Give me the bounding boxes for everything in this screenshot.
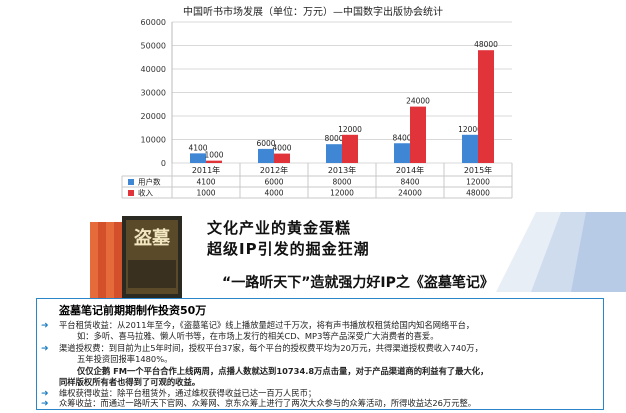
data-label: 4000	[272, 144, 291, 153]
legend-swatch	[128, 179, 134, 185]
table-cell: 4100	[196, 178, 215, 187]
headline-tertiary: “一路听天下”造就强力好IP之《盗墓笔记》	[222, 275, 494, 291]
info-title: 盗墓笔记前期期制作投资50万	[59, 304, 207, 317]
headline-primary: 文化产业的黄金蛋糕	[207, 219, 352, 237]
data-label: 1000	[204, 151, 223, 160]
bar-revenue	[342, 134, 358, 163]
data-label: 4100	[188, 143, 207, 152]
arrow-icon: ➜	[41, 344, 49, 354]
info-line-5: 仅仅企鹅 FM一个平台合作上线两周，点播人数就达到10734.8万点击量，对于产…	[77, 366, 489, 376]
table-cell: 6000	[264, 178, 283, 187]
data-label: 6000	[256, 139, 275, 148]
bar-users	[190, 153, 206, 163]
y-tick-label: 60000	[141, 18, 166, 27]
y-tick-label: 20000	[141, 112, 166, 121]
x-tick-label: 2014年	[396, 165, 424, 175]
bar-chart: 0100002000030000400005000060000410010002…	[121, 18, 513, 199]
bar-revenue	[478, 50, 494, 164]
bar-users	[258, 148, 274, 163]
table-cell: 12000	[466, 178, 490, 187]
y-tick-label: 0	[161, 159, 166, 168]
table-cell: 48000	[466, 189, 490, 198]
bar-users	[462, 134, 478, 163]
info-line-7: 维权获得收益：除平台租赁外，通过维权获得收益已达一百万人民币；	[59, 388, 317, 398]
book-cover-title: 盗墓	[134, 227, 171, 249]
info-line-2: 如：多听、喜马拉雅、懒人听书等，在市场上发行的相关CD、MP3等产品深受广大消费…	[77, 331, 439, 341]
bar-users	[326, 144, 342, 163]
info-line-8: 众筹收益：而通过一路听天下官网、众筹网、京东众筹上进行了两次大众参与的众筹活动，…	[59, 398, 477, 408]
info-line-3: 渠道授权费：到目前为止5年时间，授权平台37家，每个平台的授权费平均为20万元，…	[59, 343, 483, 353]
chart-area: 中国听书市场发展（单位：万元）—中国数字出版协会统计 0 10000 20000 30…	[0, 0, 626, 200]
table-cell: 8400	[400, 178, 419, 187]
legend-label: 用户数	[138, 177, 161, 187]
info-panel: 盗墓笔记前期期制作投资50万 ➜ 平台租赁收益：从2011年至今，《盗墓笔记》线…	[36, 298, 604, 410]
data-label: 12000	[458, 125, 482, 134]
x-tick-label: 2011年	[192, 165, 220, 175]
legend-label: 收入	[138, 188, 153, 198]
data-label: 48000	[474, 40, 498, 49]
data-label: 8400	[392, 133, 411, 142]
bar-revenue	[274, 153, 290, 163]
chart-title: 中国听书市场发展（单位：万元）—中国数字出版协会统计	[183, 7, 443, 18]
legend-swatch	[128, 190, 134, 196]
y-tick-label: 50000	[141, 42, 166, 51]
info-line-4: 五年投资回报率1480%。	[77, 354, 173, 364]
table-cell: 24000	[398, 189, 422, 198]
y-tick-label: 30000	[141, 89, 166, 98]
arrow-icon: ➜	[41, 389, 49, 399]
table-cell: 1000	[196, 189, 215, 198]
table-cell: 12000	[330, 189, 354, 198]
table-cell: 8000	[332, 178, 351, 187]
data-label: 24000	[406, 97, 430, 106]
book-set-image: 盗墓	[90, 216, 182, 298]
arrow-icon: ➜	[41, 321, 49, 331]
data-label: 8000	[324, 134, 343, 143]
data-label: 12000	[338, 125, 362, 134]
x-tick-label: 2013年	[328, 165, 356, 175]
y-tick-label: 10000	[141, 136, 166, 145]
bar-revenue	[410, 106, 426, 163]
y-tick-label: 40000	[141, 65, 166, 74]
x-tick-label: 2012年	[260, 165, 288, 175]
bar-revenue	[206, 160, 222, 163]
decorative-stripes	[496, 212, 626, 292]
info-line-6: 同样版权所有者也得到了可观的收益。	[59, 377, 201, 387]
bar-users	[394, 143, 410, 163]
arrow-icon: ➜	[41, 399, 49, 409]
x-tick-label: 2015年	[464, 165, 492, 175]
headline-secondary: 超级IP引发的掘金狂潮	[207, 240, 370, 258]
table-cell: 4000	[264, 189, 283, 198]
info-line-1: 平台租赁收益：从2011年至今，《盗墓笔记》线上播放量超过千万次，将有声书播放权…	[59, 320, 475, 330]
